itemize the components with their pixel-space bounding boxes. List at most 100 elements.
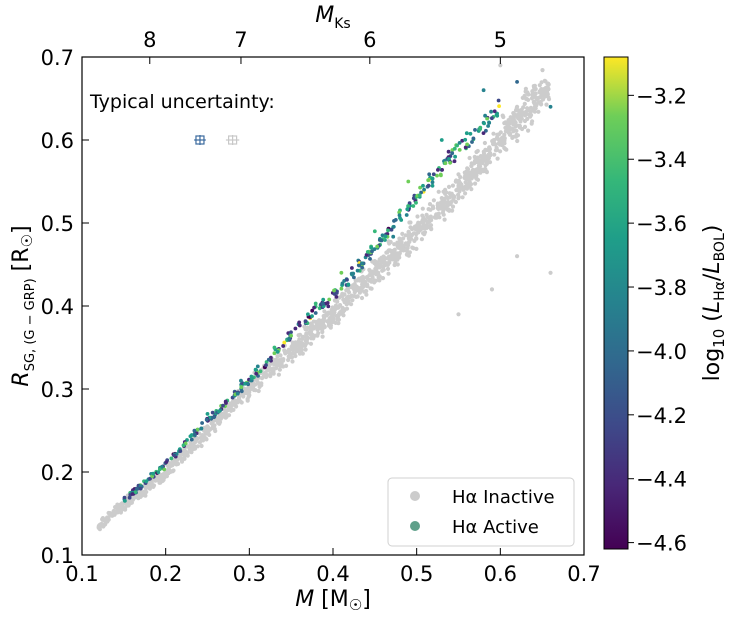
inactive-point [270,371,275,376]
inactive-point [484,169,489,174]
active-point [515,80,519,84]
inactive-point [385,262,390,267]
active-point [492,109,497,114]
inactive-point [320,334,325,339]
inactive-point [511,129,516,134]
legend: Hα Inactive Hα Active [387,477,575,547]
active-point [407,201,412,206]
inactive-point [290,359,295,364]
inactive-point [466,167,471,172]
active-point [245,381,250,386]
y-tick-label: 0.3 [41,378,74,402]
inactive-point [384,250,389,255]
active-point [452,159,457,164]
inactive-point [456,192,461,197]
active-point [548,104,553,109]
inactive-point [536,109,541,114]
inactive-point [358,278,363,283]
active-point [239,385,244,389]
active-point [470,140,474,144]
inactive-point [466,176,472,181]
active-point [217,409,221,414]
inactive-point [374,266,379,272]
colorbar-ticks: −3.2 −3.4 −3.6 −3.8 −4.0 −4.2 −4.4 −4.6 [628,84,687,556]
inactive-point [463,186,468,191]
inactive-point [502,121,507,126]
active-point [189,433,194,437]
inactive-point [526,92,531,97]
colorbar [603,56,629,550]
inactive-point [406,229,411,234]
active-point [405,207,410,212]
inactive-point [474,173,479,178]
inactive-point [426,207,431,212]
active-point [254,371,259,376]
active-point [393,218,398,222]
inactive-point [392,262,397,268]
inactive-point [522,124,528,129]
inactive-point [517,125,523,130]
inactive-point [284,363,289,368]
x-tick-label: 0.5 [400,562,433,586]
inactive-point [201,433,206,438]
inactive-point [515,133,521,138]
active-point [495,113,500,118]
inactive-point [166,464,171,469]
inactive-point [151,483,157,488]
inactive-point [361,281,366,286]
inactive-point [491,142,496,147]
active-point [389,227,394,232]
inactive-point [313,333,318,338]
inactive-point [218,412,223,417]
active-point [312,305,316,310]
inactive-point [367,267,372,272]
active-point [239,389,244,394]
active-point [266,357,271,362]
inactive-point [511,113,517,118]
inactive-point [437,215,442,220]
active-point [386,228,390,233]
inactive-point [217,420,223,425]
active-point [281,344,286,348]
inactive-point [395,262,400,267]
uncertainty-marker [195,135,205,145]
inactive-point [537,90,542,95]
inactive-point [264,374,269,380]
active-point [224,401,228,405]
active-point [327,297,332,302]
inactive-point [115,502,120,507]
active-point [135,487,140,491]
inactive-point [493,148,498,153]
active-point [355,268,360,273]
inactive-point [344,306,350,311]
inactive-point [287,349,292,354]
active-point [482,121,486,126]
inactive-point [209,421,214,426]
active-point [346,282,351,287]
inactive-point [397,245,403,250]
inactive-point [541,89,546,94]
active-point [297,323,302,328]
inactive-point [380,276,386,281]
inactive-point [400,231,405,236]
inactive-point [450,183,455,188]
inactive-point [187,447,192,452]
inactive-point [105,519,110,524]
active-point [481,88,486,93]
inactive-point [423,225,428,231]
active-point [465,142,469,147]
active-point [334,295,339,299]
active-point [406,179,411,184]
inactive-point [543,85,549,90]
active-point [430,180,435,185]
inactive-point [96,525,101,530]
inactive-point [232,398,237,403]
inactive-point [336,314,341,319]
inactive-point [478,158,483,163]
inactive-point [510,122,516,127]
inactive-point [531,92,536,97]
inactive-point [411,231,416,236]
inactive-point [497,138,502,143]
legend-marker-active [410,521,420,531]
inactive-point [503,146,508,152]
